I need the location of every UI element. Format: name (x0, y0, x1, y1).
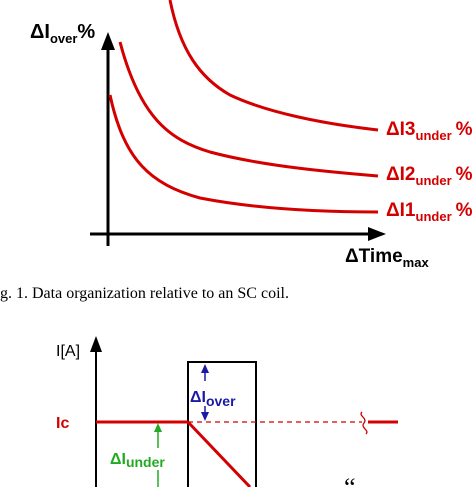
fig2-y-axis-label: I[A] (56, 343, 80, 360)
fig2-y-axis-arrowhead (90, 336, 102, 352)
curve-delta-i3-under (168, 0, 379, 132)
fig1-y-label-main: ΔI (30, 21, 50, 43)
delta-over-label: ΔIover (190, 389, 236, 409)
fig1-y-axis-arrowhead (101, 32, 115, 50)
delta-over-arrowhead-down (201, 412, 209, 421)
i3-suffix: % (456, 119, 473, 140)
decay-line (186, 420, 252, 487)
delta-under-main: ΔI (110, 451, 126, 468)
figure-2: I[A] Ic ΔIover ΔIunder “ (56, 336, 398, 487)
label-delta-i3-under: ΔI3under% (386, 119, 473, 143)
fig1-x-axis-label: ΔTimemax (345, 246, 429, 270)
delta-over-main: ΔI (190, 389, 206, 406)
i1-sub: under (416, 209, 452, 224)
i1-main: ΔI1 (386, 200, 416, 221)
fig1-y-label-sub: over (50, 31, 77, 46)
delta-under-arrowhead-up (154, 423, 162, 432)
fig1-x-label-main: ΔTime (345, 246, 403, 267)
label-delta-i2-under: ΔI2under% (386, 164, 473, 188)
delta-over-arrowhead-up (201, 364, 209, 373)
fig1-caption: g. 1. Data organization relative to an S… (0, 285, 289, 302)
i1-suffix: % (456, 200, 473, 221)
fig1-y-axis-label: ΔIover% (30, 21, 95, 46)
i3-sub: under (416, 128, 452, 143)
i2-suffix: % (456, 164, 473, 185)
delta-under-sub: under (126, 454, 165, 470)
i3-main: ΔI3 (386, 119, 416, 140)
curve-delta-i1-under (108, 94, 379, 214)
delta-under-label: ΔIunder (110, 451, 165, 470)
ic-label: Ic (56, 415, 69, 432)
i2-sub: under (416, 173, 452, 188)
fig1-x-axis-arrowhead (368, 227, 386, 241)
time-window-box (187, 361, 257, 487)
break-symbol (360, 411, 368, 435)
quote-mark: “ (344, 473, 356, 487)
delta-over-sub: over (206, 393, 236, 409)
fig1-y-label-suffix: % (77, 21, 95, 43)
fig1-x-label-sub: max (403, 255, 430, 270)
i2-main: ΔI2 (386, 164, 416, 185)
label-delta-i1-under: ΔI1under% (386, 200, 473, 224)
figure-1: ΔIover% ΔI3under% ΔI2under% ΔI1under% ΔT… (0, 0, 473, 302)
curve-delta-i2-under (118, 41, 379, 178)
